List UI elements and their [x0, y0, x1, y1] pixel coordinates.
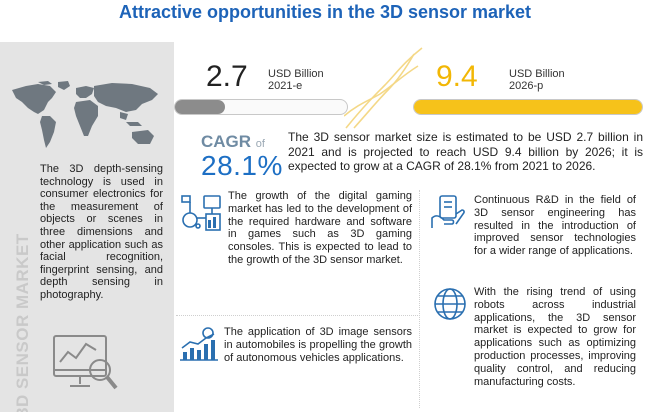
- decorative-lines: [344, 47, 423, 129]
- current-value-bar: [174, 99, 348, 115]
- vertical-divider: [419, 190, 420, 408]
- cagr-label-text: CAGR: [201, 132, 252, 151]
- horizontal-divider: [176, 315, 420, 316]
- rnd-block-text: Continuous R&D in the field of 3D sensor…: [474, 194, 636, 258]
- current-value-bar-fill: [175, 100, 225, 114]
- automotive-block-text: The application of 3D image sensors in a…: [224, 326, 412, 364]
- growth-chart-icon: [180, 327, 218, 361]
- projected-value-bar-fill: [414, 100, 642, 114]
- current-market-value: 2.7: [206, 60, 248, 93]
- projected-market-value: 9.4: [436, 60, 478, 93]
- current-unit: USD Billion: [268, 68, 324, 80]
- robots-block-text: With the rising trend of using robots ac…: [474, 286, 636, 388]
- gaming-block-text: The growth of the digital gaming market …: [228, 190, 412, 266]
- projected-value-bar: [413, 99, 643, 115]
- sidebar-description: The 3D depth-sensing technology is used …: [40, 163, 163, 301]
- current-year: 2021-e: [268, 80, 303, 92]
- projected-unit: USD Billion: [509, 68, 565, 80]
- cagr-value: 28.1%: [201, 150, 283, 181]
- gaming-network-icon: [181, 195, 221, 231]
- world-map-icon: [12, 81, 158, 148]
- vertical-market-label: 3D SENSOR MARKET: [13, 233, 32, 412]
- market-summary: The 3D sensor market size is estimated t…: [288, 130, 643, 173]
- cagr-of: of: [255, 138, 265, 150]
- hand-device-icon: [431, 195, 465, 228]
- globe-gear-icon: [434, 288, 466, 320]
- cagr-label: CAGR of: [201, 132, 265, 152]
- projected-year: 2026-p: [509, 80, 544, 92]
- page-title: Attractive opportunities in the 3D senso…: [118, 2, 532, 22]
- analytics-magnifier-icon: [53, 335, 118, 390]
